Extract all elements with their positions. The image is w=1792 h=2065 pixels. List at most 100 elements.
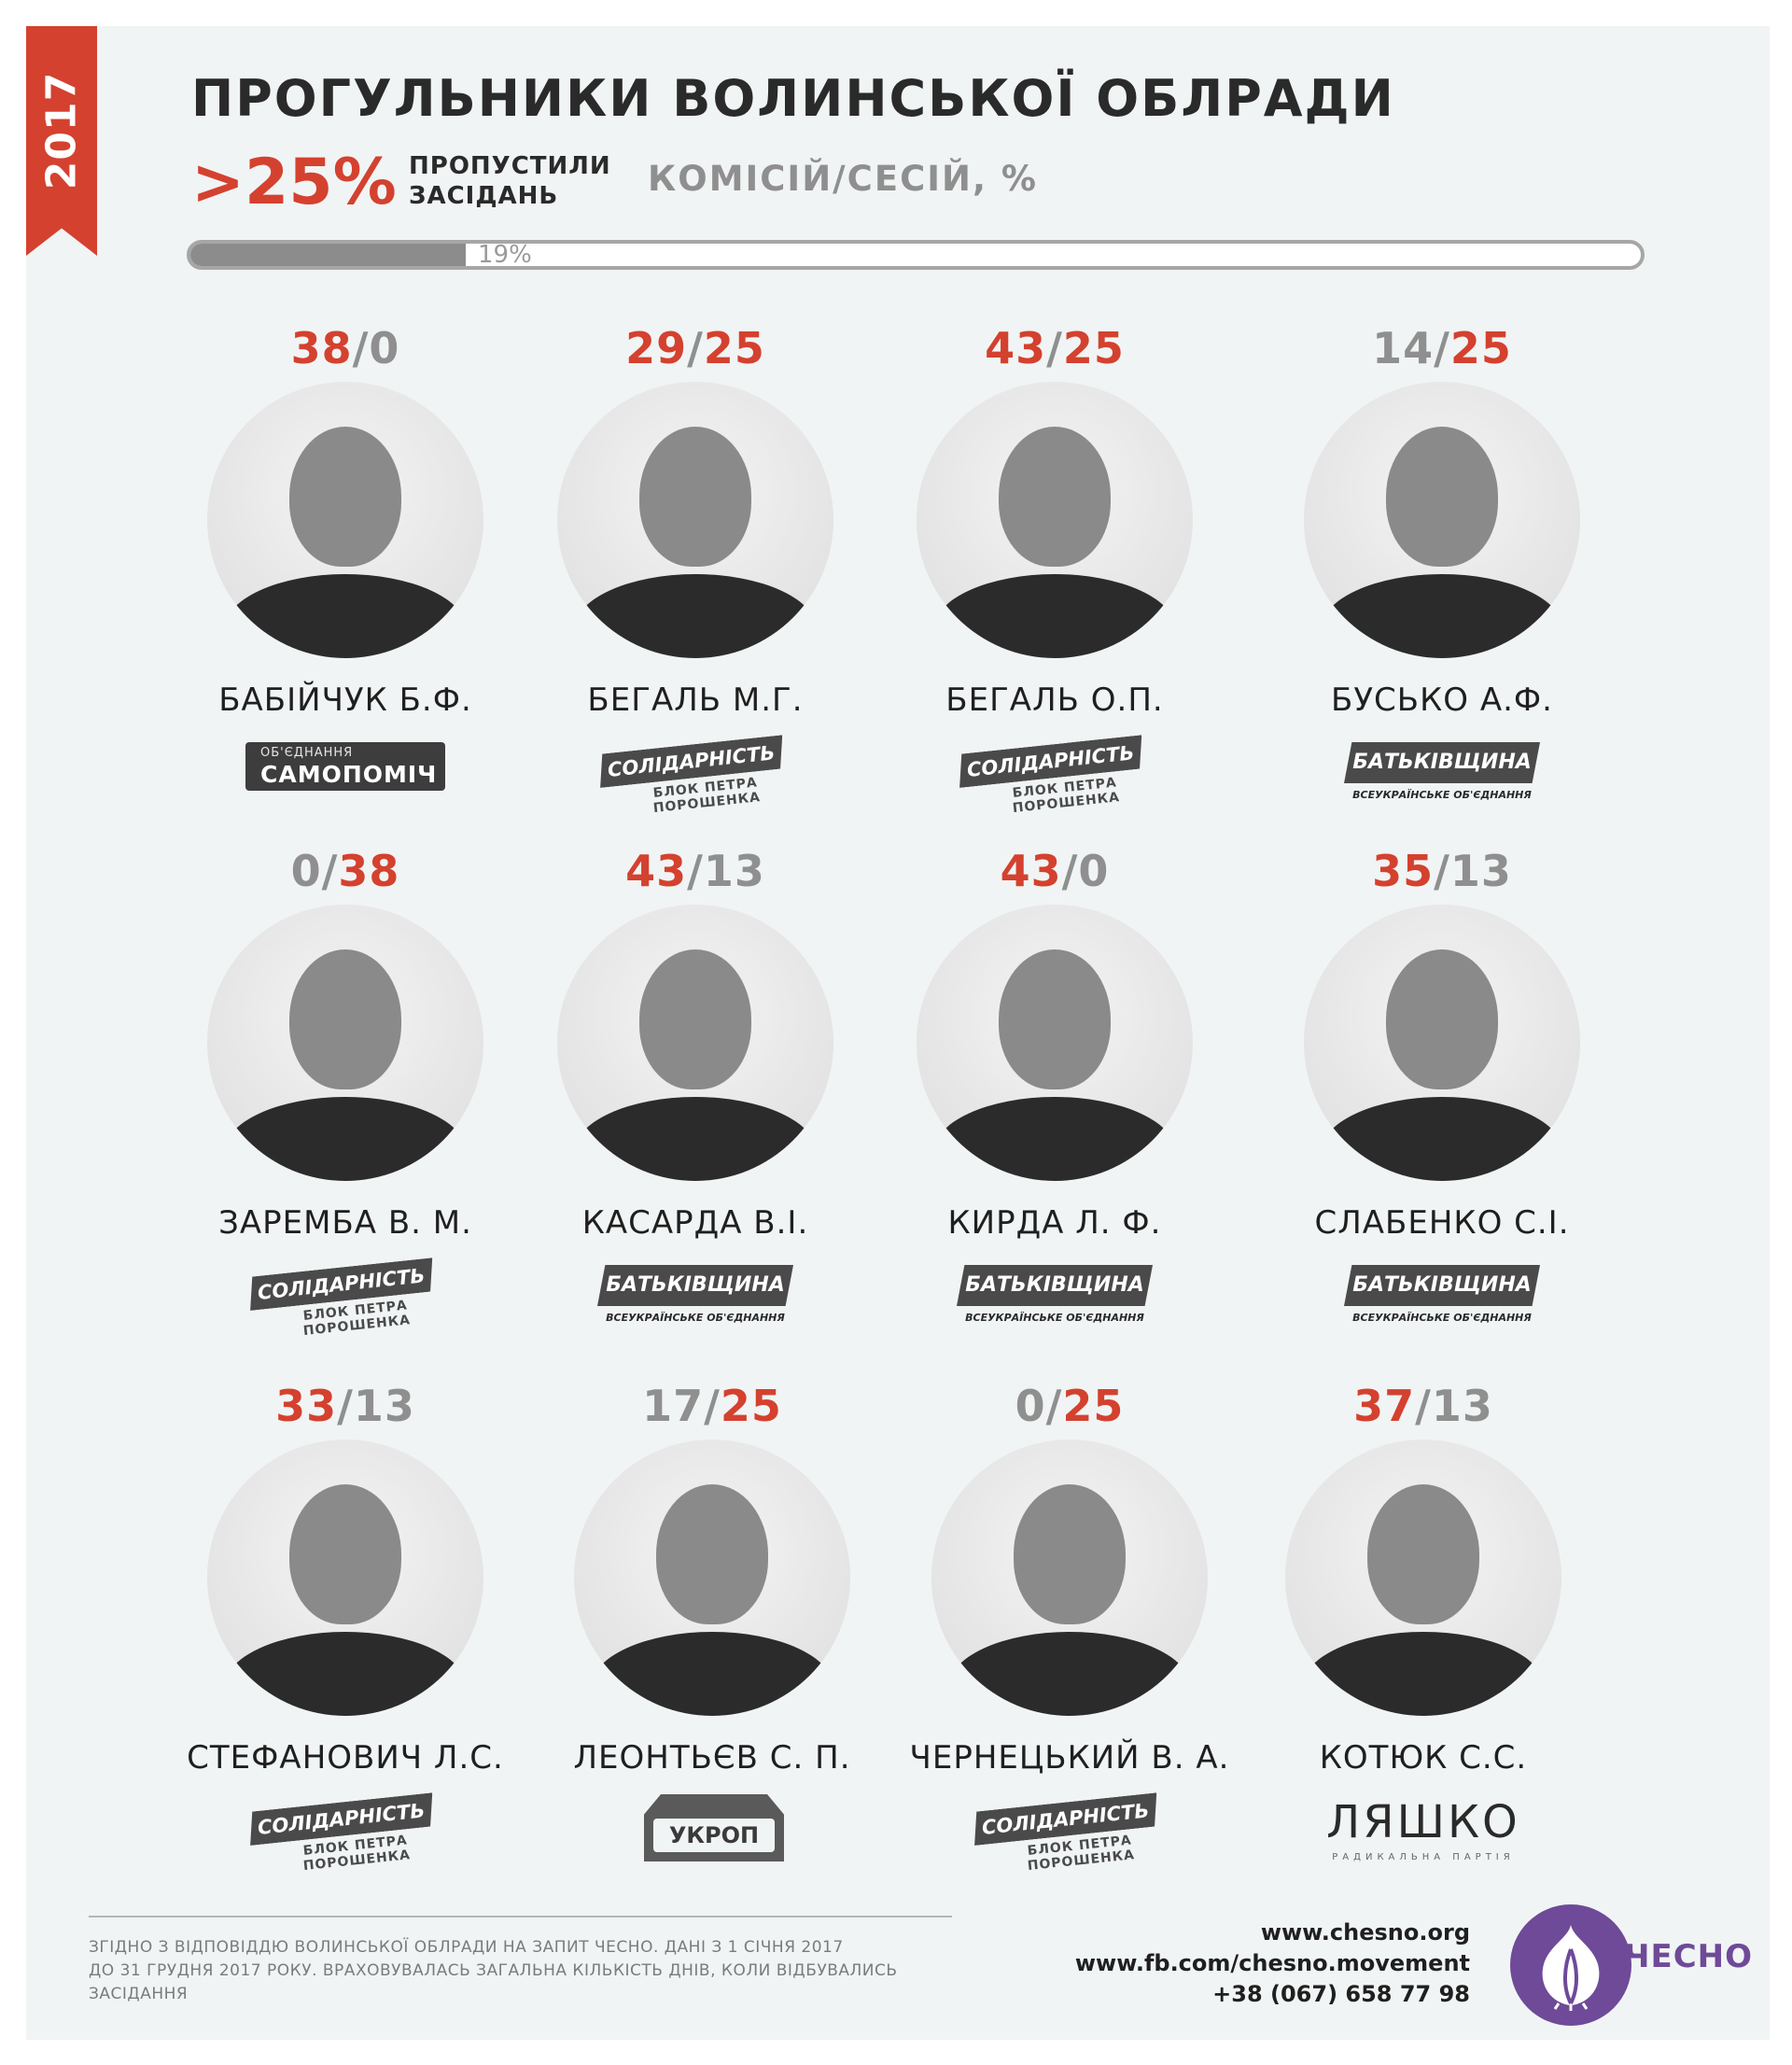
committee-missed-pct: 0 (290, 846, 322, 896)
batkivshchyna-logo-sub: ВСЕУКРАЇНСЬКЕ ОБ'ЄДНАННЯ (965, 1312, 1144, 1324)
attendance-score: 0/38 (159, 845, 532, 897)
score-separator: / (352, 323, 370, 373)
attendance-score: 43/0 (868, 845, 1241, 897)
portrait-head (289, 1484, 401, 1624)
deputy-name: ЗАРЕМБА В. М. (218, 1204, 472, 1242)
party-logo: ОБ'ЄДНАННЯ САМОПОМІЧ (238, 737, 453, 811)
committee-missed-pct: 43 (1000, 846, 1062, 896)
session-missed-pct: 25 (1062, 323, 1125, 373)
portrait-body (591, 1632, 833, 1716)
progress-label: 19% (478, 241, 532, 269)
score-separator: / (1415, 1381, 1432, 1431)
footer-divider (89, 1916, 952, 1918)
deputy-card: 35/13 СЛАБЕНКО С.І. БАТЬКІВЩИНА ВСЕУКРАЇНСЬ… (1255, 845, 1629, 1334)
deputy-name: КОТЮК С.С. (1319, 1739, 1528, 1777)
score-separator: / (1045, 1381, 1063, 1431)
portrait-head (1014, 1484, 1126, 1624)
score-separator: / (1434, 323, 1450, 373)
batkivshchyna-logo-main: БАТЬКІВЩИНА (597, 1265, 793, 1306)
samopomich-logo: ОБ'ЄДНАННЯ САМОПОМІЧ (245, 742, 445, 791)
batkivshchyna-logo-main: БАТЬКІВЩИНА (1344, 1265, 1540, 1306)
deputy-photo (574, 1440, 850, 1716)
committee-missed-pct: 43 (985, 323, 1047, 373)
session-missed-pct: 25 (720, 1381, 782, 1431)
attendance-score: 33/13 (159, 1380, 532, 1432)
solidarnist-logo: СОЛІДАРНІСТЬ БЛОК ПЕТРА ПОРОШЕНКА (956, 728, 1158, 818)
deputy-photo (931, 1440, 1208, 1716)
footnote-line-1: ЗГІДНО З ВІДПОВІДДЮ ВОЛИНСЬКОЇ ОБЛРАДИ Н… (89, 1938, 844, 1957)
facebook-link[interactable]: www.fb.com/chesno.movement (1074, 1950, 1470, 1976)
deputy-name: БУСЬКО А.Ф. (1331, 681, 1553, 719)
session-missed-pct: 13 (703, 846, 765, 896)
portrait-body (1321, 574, 1563, 658)
portrait-head (1386, 949, 1498, 1089)
attendance-score: 17/25 (525, 1380, 899, 1432)
attendance-score: 38/0 (159, 322, 532, 374)
portrait-head (1367, 1484, 1479, 1624)
lyashko-logo: ЛЯШКО РАДИКАЛЬНА ПАРТІЯ (1316, 1794, 1531, 1869)
deputy-card: 38/0 БАБІЙЧУК Б.Ф. ОБ'ЄДНАННЯ САМОПОМІЧ (159, 322, 532, 811)
year-label: 2017 (37, 71, 86, 190)
progress-bar (187, 240, 1645, 270)
portrait-head (289, 949, 401, 1089)
party-logo: БАТЬКІВЩИНА ВСЕУКРАЇНСЬКЕ ОБ'ЄДНАННЯ (1335, 1259, 1549, 1334)
portrait-head (656, 1484, 768, 1624)
portrait-head (999, 949, 1111, 1089)
portrait-body (224, 574, 467, 658)
batkivshchyna-logo: БАТЬКІВЩИНА ВСЕУКРАЇНСЬКЕ ОБ'ЄДНАННЯ (957, 1265, 1153, 1334)
committee-missed-pct: 0 (1015, 1381, 1046, 1431)
solidarnist-logo: СОЛІДАРНІСТЬ БЛОК ПЕТРА ПОРОШЕНКА (596, 728, 799, 818)
deputy-name: КАСАРДА В.І. (581, 1204, 809, 1242)
party-logo: ЛЯШКО РАДИКАЛЬНА ПАРТІЯ (1316, 1794, 1531, 1869)
party-logo: БАТЬКІВЩИНА ВСЕУКРАЇНСЬКЕ ОБ'ЄДНАННЯ (1335, 737, 1549, 811)
deputy-photo (917, 905, 1193, 1181)
portrait-body (933, 574, 1176, 658)
attendance-score: 29/25 (509, 322, 882, 374)
session-missed-pct: 25 (703, 323, 765, 373)
attendance-score: 43/13 (509, 845, 882, 897)
deputy-card: 0/25 ЧЕРНЕЦЬКИЙ В. А. СОЛІДАРНІСТЬ БЛОК ПЕТ… (883, 1380, 1256, 1874)
portrait-head (1386, 427, 1498, 567)
threshold-value: >25% (191, 146, 397, 219)
party-logo: БАТЬКІВЩИНА ВСЕУКРАЇНСЬКЕ ОБ'ЄДНАННЯ (588, 1259, 803, 1334)
lyashko-logo-sub: РАДИКАЛЬНА ПАРТІЯ (1332, 1852, 1515, 1862)
committee-missed-pct: 29 (625, 323, 688, 373)
session-missed-pct: 38 (338, 846, 400, 896)
samopomich-logo-big: САМОПОМІЧ (260, 761, 438, 788)
deputy-name: БЕГАЛЬ М.Г. (587, 681, 804, 719)
attendance-score: 0/25 (883, 1380, 1256, 1432)
party-logo: СОЛІДАРНІСТЬ БЛОК ПЕТРА ПОРОШЕНКА (962, 1794, 1177, 1874)
committee-missed-pct: 43 (625, 846, 688, 896)
deputy-card: 29/25 БЕГАЛЬ М.Г. СОЛІДАРНІСТЬ БЛОК ПЕТРА П… (509, 322, 882, 816)
phone-number: +38 (067) 658 77 98 (1212, 1981, 1470, 2007)
deputy-name: СЛАБЕНКО С.І. (1314, 1204, 1570, 1242)
party-logo: СОЛІДАРНІСТЬ БЛОК ПЕТРА ПОРОШЕНКА (947, 737, 1162, 816)
portrait-body (948, 1632, 1191, 1716)
deputy-name: БАБІЙЧУК Б.Ф. (218, 681, 472, 719)
session-missed-pct: 13 (1449, 846, 1512, 896)
website-link[interactable]: www.chesno.org (1260, 1919, 1470, 1946)
batkivshchyna-logo-sub: ВСЕУКРАЇНСЬКЕ ОБ'ЄДНАННЯ (1352, 1312, 1532, 1324)
deputy-name: КИРДА Л. Ф. (947, 1204, 1162, 1242)
committee-missed-pct: 35 (1372, 846, 1435, 896)
footnote: ЗГІДНО З ВІДПОВІДДЮ ВОЛИНСЬКОЇ ОБЛРАДИ Н… (89, 1936, 985, 2006)
deputy-photo (1304, 382, 1580, 658)
portrait-head (289, 427, 401, 567)
footnote-line-2: ДО 31 ГРУДНЯ 2017 РОКУ. ВРАХОВУВАЛАСЬ ЗА… (89, 1961, 898, 2003)
score-separator: / (337, 1381, 354, 1431)
attendance-score: 37/13 (1237, 1380, 1610, 1432)
deputy-photo (207, 382, 483, 658)
deputy-card: 14/25 БУСЬКО А.Ф. БАТЬКІВЩИНА ВСЕУКРАЇНСЬКЕ… (1255, 322, 1629, 811)
deputy-name: БЕГАЛЬ О.П. (945, 681, 1164, 719)
deputy-photo (917, 382, 1193, 658)
committee-missed-pct: 37 (1353, 1381, 1416, 1431)
attendance-score: 14/25 (1255, 322, 1629, 374)
contacts: www.chesno.org www.fb.com/chesno.movemen… (1075, 1918, 1470, 2010)
chesno-garlic-icon (1510, 1904, 1631, 2026)
session-missed-pct: 25 (1449, 323, 1512, 373)
ukrop-logo-main: УКРОП (653, 1819, 775, 1852)
party-logo: УКРОП (605, 1794, 819, 1869)
portrait-body (574, 574, 817, 658)
score-separator: / (1434, 846, 1450, 896)
deputy-photo (557, 905, 833, 1181)
